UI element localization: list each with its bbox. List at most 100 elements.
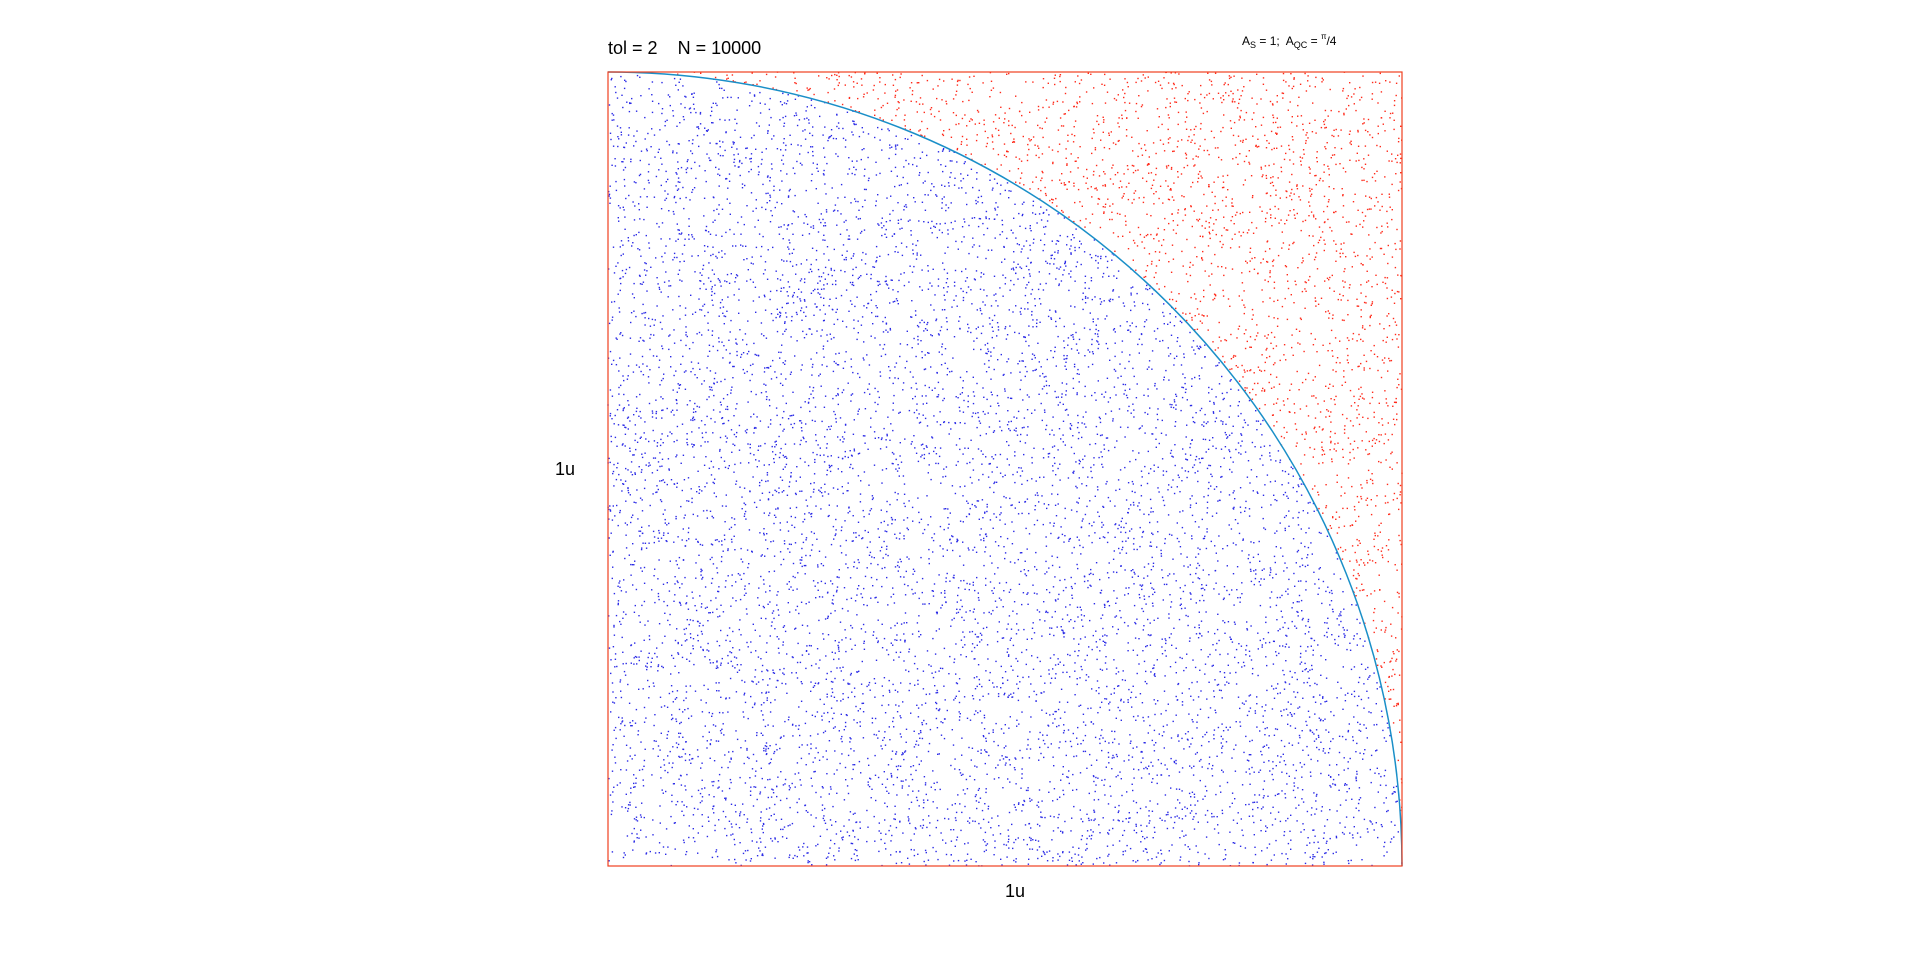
point-inside: [678, 295, 680, 298]
point-inside: [916, 252, 918, 254]
point-inside: [907, 820, 910, 822]
point-inside: [758, 587, 760, 589]
point-inside: [1081, 483, 1083, 485]
point-inside: [1228, 434, 1231, 436]
point-inside: [627, 487, 629, 489]
point-inside: [699, 801, 702, 804]
point-inside: [1363, 724, 1365, 726]
point-inside: [788, 543, 791, 545]
point-inside: [759, 481, 761, 484]
point-inside: [1270, 859, 1273, 861]
point-inside: [1290, 814, 1292, 816]
point-inside: [735, 730, 737, 732]
point-inside: [740, 216, 743, 218]
point-inside: [767, 499, 770, 501]
point-inside: [977, 201, 979, 203]
point-inside: [985, 791, 987, 794]
point-inside: [800, 263, 802, 265]
point-inside: [804, 513, 806, 515]
point-inside: [693, 418, 696, 421]
point-inside: [1173, 627, 1175, 629]
point-inside: [719, 87, 721, 89]
point-inside: [968, 224, 970, 227]
point-inside: [1077, 368, 1079, 371]
point-inside: [793, 526, 796, 529]
point-inside: [810, 99, 813, 101]
point-inside: [998, 405, 1000, 407]
point-inside: [828, 721, 830, 723]
point-inside: [840, 700, 842, 702]
point-inside: [667, 755, 669, 757]
point-inside: [844, 520, 846, 522]
point-inside: [1037, 806, 1040, 808]
point-inside: [1150, 545, 1153, 547]
point-inside: [1232, 573, 1235, 575]
point-inside: [888, 792, 890, 794]
point-inside: [863, 359, 865, 361]
point-inside: [969, 719, 972, 721]
point-inside: [653, 541, 655, 544]
point-inside: [698, 165, 701, 167]
point-inside: [949, 539, 951, 541]
point-inside: [1312, 696, 1315, 698]
point-inside: [673, 342, 676, 344]
point-inside: [1300, 661, 1303, 663]
point-inside: [1216, 642, 1218, 645]
point-inside: [617, 585, 619, 587]
point-inside: [708, 350, 711, 352]
point-inside: [895, 458, 897, 461]
point-inside: [1133, 777, 1135, 779]
point-inside: [1201, 635, 1203, 637]
point-inside: [1349, 642, 1351, 644]
point-inside: [1017, 675, 1019, 677]
point-inside: [820, 796, 822, 798]
point-inside: [718, 337, 720, 339]
point-inside: [1148, 360, 1151, 362]
point-inside: [1164, 542, 1166, 545]
point-inside: [1332, 783, 1334, 785]
point-inside: [1097, 712, 1099, 714]
point-inside: [701, 544, 704, 546]
point-inside: [973, 608, 975, 610]
point-inside: [853, 764, 856, 766]
point-inside: [1120, 526, 1122, 528]
point-inside: [845, 714, 848, 716]
point-inside: [996, 631, 999, 633]
point-inside: [1163, 690, 1166, 692]
point-inside: [875, 290, 878, 293]
point-inside: [1086, 505, 1088, 508]
point-inside: [618, 393, 620, 395]
point-inside: [1143, 566, 1146, 568]
point-inside: [633, 827, 635, 830]
point-inside: [628, 127, 630, 129]
point-inside: [1140, 841, 1142, 843]
point-inside: [994, 573, 996, 575]
point-inside: [1033, 690, 1035, 693]
point-inside: [1208, 681, 1210, 683]
point-inside: [754, 629, 756, 631]
point-inside: [1139, 597, 1141, 599]
point-inside: [826, 443, 828, 445]
point-inside: [1112, 558, 1115, 560]
point-inside: [1054, 599, 1057, 601]
point-inside: [661, 163, 663, 165]
point-inside: [850, 842, 852, 845]
point-inside: [1066, 776, 1068, 778]
point-inside: [720, 732, 723, 734]
point-inside: [1149, 724, 1151, 727]
point-inside: [778, 456, 781, 459]
point-inside: [852, 764, 854, 766]
point-inside: [682, 748, 685, 751]
point-inside: [977, 416, 980, 419]
point-inside: [742, 368, 744, 371]
point-inside: [973, 677, 976, 679]
point-inside: [1021, 360, 1023, 362]
point-inside: [1090, 257, 1093, 259]
point-inside: [755, 427, 757, 429]
point-inside: [1046, 734, 1048, 736]
point-inside: [1165, 814, 1168, 816]
point-inside: [822, 272, 825, 274]
point-inside: [845, 563, 847, 565]
point-inside: [651, 410, 654, 412]
point-inside: [1394, 824, 1396, 826]
